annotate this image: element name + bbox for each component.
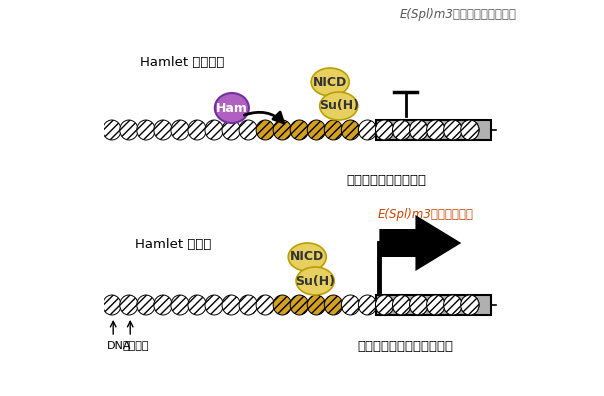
Ellipse shape [239, 120, 257, 140]
Ellipse shape [376, 295, 394, 315]
Ellipse shape [256, 295, 274, 315]
Ellipse shape [410, 295, 428, 315]
Ellipse shape [239, 295, 257, 315]
Ellipse shape [188, 120, 207, 140]
Ellipse shape [296, 267, 334, 295]
Ellipse shape [376, 295, 394, 315]
Ellipse shape [320, 92, 358, 120]
Ellipse shape [120, 120, 138, 140]
Ellipse shape [324, 120, 342, 140]
Ellipse shape [461, 295, 479, 315]
Bar [376, 295, 491, 315]
Ellipse shape [215, 93, 249, 123]
Ellipse shape [273, 120, 292, 140]
Ellipse shape [137, 120, 155, 140]
Ellipse shape [103, 295, 121, 315]
Ellipse shape [205, 120, 223, 140]
Ellipse shape [341, 295, 360, 315]
Ellipse shape [324, 295, 342, 315]
Ellipse shape [103, 120, 121, 140]
Ellipse shape [376, 120, 394, 140]
Ellipse shape [171, 120, 189, 140]
Polygon shape [379, 215, 461, 271]
Text: クロマチン構造は凝集: クロマチン構造は凝集 [346, 173, 426, 187]
Bar [376, 120, 491, 140]
Text: クロマチン構造は変化なし: クロマチン構造は変化なし [358, 341, 454, 354]
Ellipse shape [290, 295, 309, 315]
Ellipse shape [426, 120, 445, 140]
Text: Ham: Ham [216, 101, 248, 114]
Ellipse shape [288, 243, 326, 271]
Text: DNA: DNA [108, 341, 132, 351]
Ellipse shape [393, 295, 411, 315]
Ellipse shape [341, 120, 360, 140]
Ellipse shape [443, 295, 462, 315]
Ellipse shape [443, 295, 462, 315]
Text: NICD: NICD [313, 76, 347, 88]
Ellipse shape [426, 295, 445, 315]
Ellipse shape [290, 120, 309, 140]
Ellipse shape [426, 120, 445, 140]
Ellipse shape [393, 120, 411, 140]
Ellipse shape [426, 295, 445, 315]
Ellipse shape [137, 295, 155, 315]
Ellipse shape [307, 120, 326, 140]
Ellipse shape [410, 120, 428, 140]
Ellipse shape [171, 295, 189, 315]
Ellipse shape [311, 68, 349, 96]
Ellipse shape [376, 120, 394, 140]
Ellipse shape [154, 120, 172, 140]
Text: E(Spl)m3遺伝子は発現しない: E(Spl)m3遺伝子は発現しない [400, 8, 516, 21]
Ellipse shape [461, 120, 479, 140]
Ellipse shape [393, 120, 411, 140]
Ellipse shape [154, 295, 172, 315]
Ellipse shape [222, 120, 240, 140]
Ellipse shape [358, 295, 377, 315]
Text: Hamlet が欠損: Hamlet が欠損 [135, 238, 211, 251]
Ellipse shape [256, 120, 274, 140]
Ellipse shape [410, 120, 428, 140]
Text: Su(H): Su(H) [319, 99, 359, 112]
Ellipse shape [461, 120, 479, 140]
Ellipse shape [410, 295, 428, 315]
Ellipse shape [205, 295, 223, 315]
Text: E(Spl)m3遺伝子が発現: E(Spl)m3遺伝子が発現 [378, 208, 473, 221]
Ellipse shape [188, 295, 207, 315]
Text: Hamlet が活性化: Hamlet が活性化 [141, 55, 225, 69]
Ellipse shape [120, 295, 138, 315]
Ellipse shape [307, 295, 326, 315]
Text: ヒストン: ヒストン [123, 341, 149, 351]
Text: Su(H): Su(H) [295, 274, 335, 287]
FancyArrowPatch shape [244, 112, 283, 123]
Ellipse shape [443, 120, 462, 140]
Ellipse shape [222, 295, 240, 315]
Ellipse shape [358, 120, 377, 140]
Text: NICD: NICD [290, 251, 324, 263]
Ellipse shape [443, 120, 462, 140]
Ellipse shape [273, 295, 292, 315]
Ellipse shape [461, 295, 479, 315]
Ellipse shape [393, 295, 411, 315]
